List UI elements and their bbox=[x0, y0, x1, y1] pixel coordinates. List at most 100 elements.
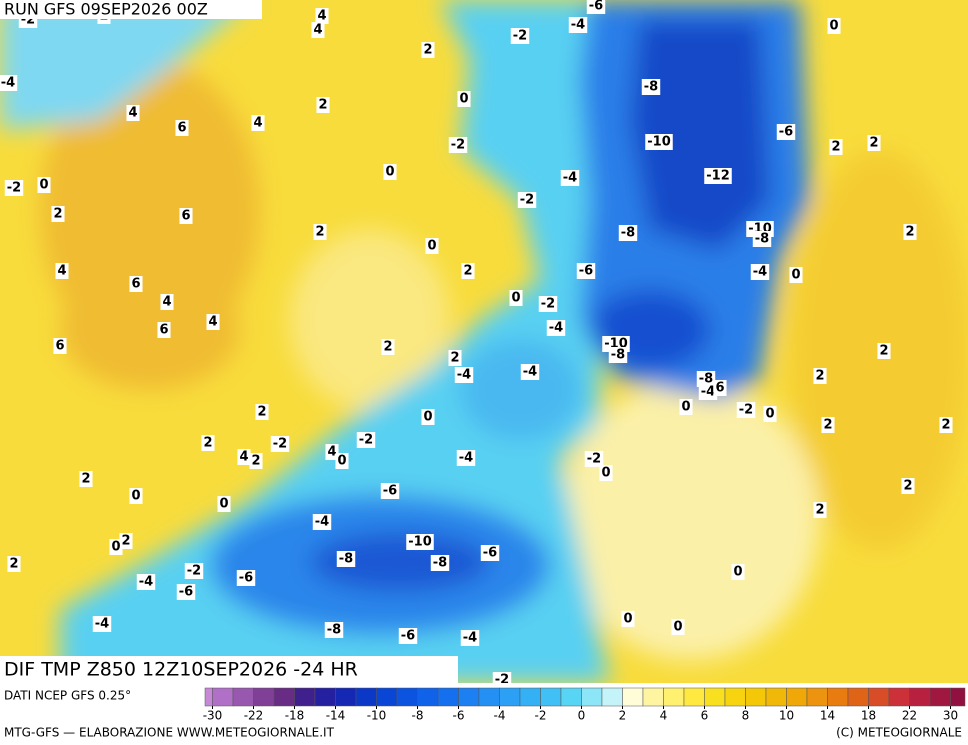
label-box bbox=[939, 417, 953, 433]
contour-label: 0 bbox=[623, 612, 632, 627]
colorbar-swatch bbox=[335, 687, 357, 707]
colorbar-swatch bbox=[253, 687, 275, 707]
label-box bbox=[325, 444, 339, 460]
contour-label: 2 bbox=[318, 98, 327, 113]
contour-label: -6 bbox=[483, 546, 497, 561]
colorbar-label: -30 bbox=[203, 709, 223, 723]
label-box bbox=[53, 338, 67, 354]
label-box bbox=[763, 406, 777, 422]
contour-label: -10 bbox=[647, 135, 671, 150]
contour-label: 2 bbox=[463, 264, 472, 279]
label-box bbox=[430, 555, 450, 571]
label-box bbox=[184, 563, 204, 579]
colorbar-label: -4 bbox=[494, 709, 506, 723]
colorbar-label: 2 bbox=[619, 709, 627, 723]
run-title: RUN GFS 09SEP2026 00Z bbox=[4, 0, 208, 19]
label-box bbox=[696, 371, 716, 387]
colorbar-swatch bbox=[724, 687, 746, 707]
colorbar: -30 -22 -18 -14 -10 -8 -6 -4 -2 0 2 4 6 8 10 14 18 22 30 bbox=[203, 687, 966, 723]
contour-label: 0 bbox=[385, 165, 394, 180]
colorbar-swatch bbox=[396, 687, 418, 707]
label-box bbox=[270, 436, 290, 452]
label-box bbox=[92, 616, 112, 632]
label-box bbox=[206, 314, 220, 330]
colorbar-label: -14 bbox=[326, 709, 346, 723]
label-box bbox=[752, 231, 772, 247]
contour-label: 2 bbox=[903, 479, 912, 494]
contour-label: -8 bbox=[327, 623, 341, 638]
contour-label: -8 bbox=[621, 226, 635, 241]
label-box bbox=[119, 533, 133, 549]
label-box bbox=[618, 225, 638, 241]
contour-label: -4 bbox=[563, 171, 577, 186]
label-box bbox=[4, 180, 24, 196]
contour-label: 0 bbox=[423, 410, 432, 425]
contour-label: 0 bbox=[111, 540, 120, 555]
contour-label: -4 bbox=[95, 617, 109, 632]
colorbar-label: 4 bbox=[660, 709, 668, 723]
contour-label: 0 bbox=[765, 407, 774, 422]
colorbar-swatch bbox=[888, 687, 910, 707]
colorbar-swatch bbox=[540, 687, 562, 707]
contour-label: 4 bbox=[313, 23, 322, 38]
colorbar-label: -8 bbox=[412, 709, 424, 723]
contour-label: 0 bbox=[337, 454, 346, 469]
colorbar-swatch bbox=[950, 687, 966, 707]
contour-label: -8 bbox=[699, 372, 713, 387]
label-box bbox=[311, 22, 325, 38]
field-title: DIF TMP Z850 12Z10SEP2026 -24 HR bbox=[4, 659, 358, 681]
colorbar-swatch bbox=[478, 687, 500, 707]
contour-label: -2 bbox=[739, 403, 753, 418]
contour-label: -4 bbox=[571, 18, 585, 33]
contour-label: -6 bbox=[779, 125, 793, 140]
colorbar-label: -6 bbox=[453, 709, 465, 723]
contour-label: 2 bbox=[383, 340, 392, 355]
label-box bbox=[509, 290, 523, 306]
contour-label: -6 bbox=[401, 629, 415, 644]
label-box bbox=[448, 350, 462, 366]
label-box bbox=[698, 384, 718, 400]
label-box bbox=[713, 380, 727, 396]
contour-label: 2 bbox=[423, 43, 432, 58]
label-box bbox=[398, 628, 418, 644]
contour-label: 2 bbox=[823, 418, 832, 433]
colorbar-swatch bbox=[376, 687, 398, 707]
label-box bbox=[576, 263, 596, 279]
label-box bbox=[0, 75, 18, 91]
colorbar-swatch bbox=[745, 687, 767, 707]
colorbar-swatch bbox=[704, 687, 726, 707]
contour-label: 0 bbox=[131, 489, 140, 504]
contour-label: -2 bbox=[513, 29, 527, 44]
contour-label: -8 bbox=[611, 348, 625, 363]
colorbar-swatch bbox=[273, 687, 295, 707]
label-box bbox=[520, 364, 540, 380]
contour-label: -4 bbox=[315, 515, 329, 530]
label-box bbox=[356, 432, 376, 448]
colorbar-swatch bbox=[499, 687, 521, 707]
contour-label: 0 bbox=[459, 92, 468, 107]
label-box bbox=[421, 409, 435, 425]
label-box bbox=[460, 630, 480, 646]
contour-label: -6 bbox=[383, 484, 397, 499]
label-box bbox=[381, 339, 395, 355]
contour-label: -4 bbox=[701, 385, 715, 400]
contour-label: -12 bbox=[706, 169, 730, 184]
contour-labels: -2244-6-4-20-4246420-8-2-10-622-200-4-12… bbox=[0, 0, 953, 688]
label-box bbox=[704, 168, 732, 184]
header-box bbox=[0, 0, 262, 19]
colorbar-swatch bbox=[642, 687, 664, 707]
contour-label: -2 bbox=[541, 297, 555, 312]
colorbar-swatch bbox=[601, 687, 623, 707]
colorbar-swatch bbox=[909, 687, 931, 707]
label-box bbox=[383, 164, 397, 180]
label-box bbox=[176, 584, 196, 600]
contour-label: -6 bbox=[179, 585, 193, 600]
contour-label: 2 bbox=[815, 503, 824, 518]
label-box bbox=[324, 622, 344, 638]
label-box bbox=[160, 294, 174, 310]
contour-label: 2 bbox=[81, 472, 90, 487]
label-box bbox=[599, 465, 613, 481]
contour-label: 2 bbox=[203, 436, 212, 451]
contour-label: 6 bbox=[131, 277, 140, 292]
